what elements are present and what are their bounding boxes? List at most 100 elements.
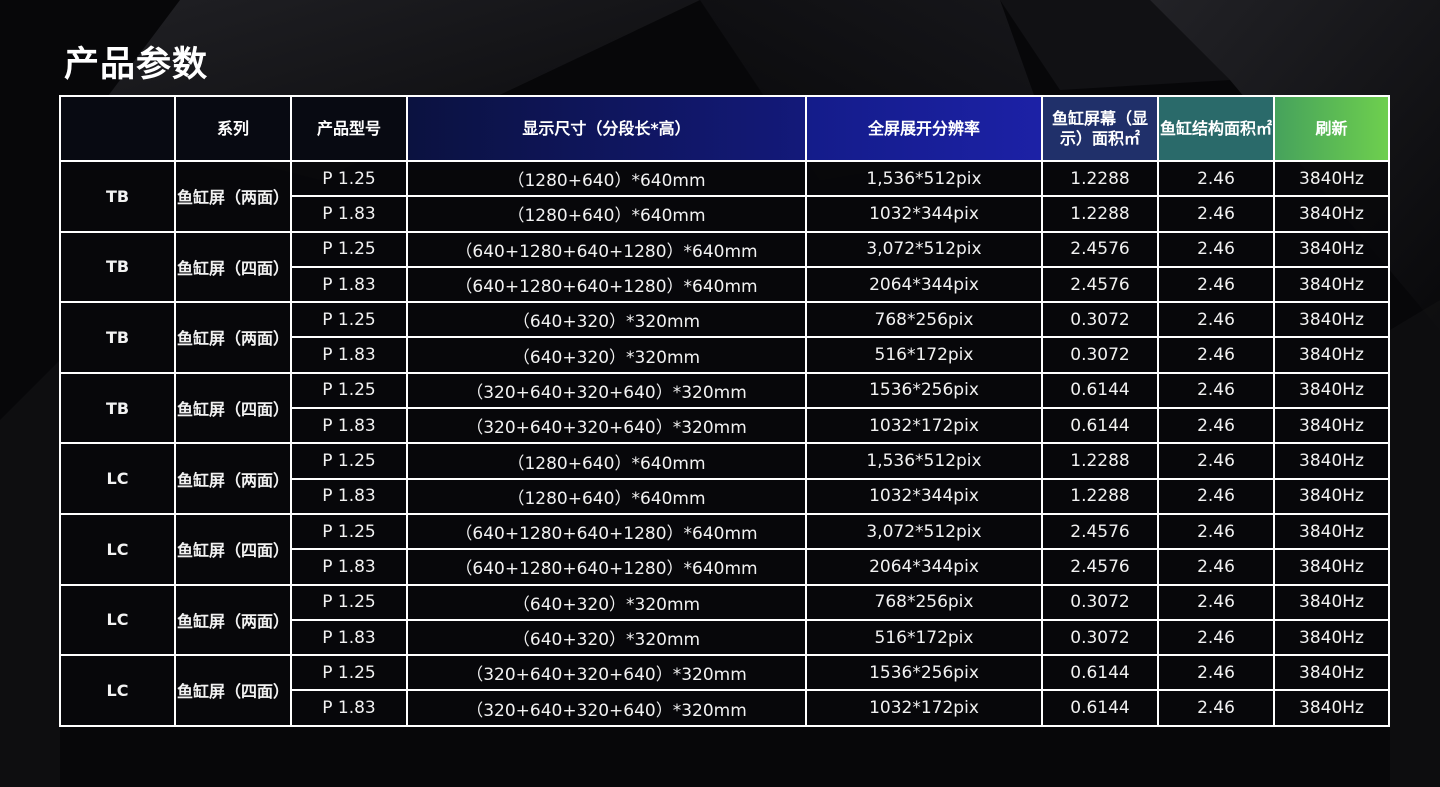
resolution-cell: 1,536*512pix	[805, 159, 1043, 198]
struct-area-cell: 2.46	[1157, 336, 1275, 374]
struct-area-cell: 2.46	[1157, 689, 1275, 727]
model-cell: P 1.83	[290, 407, 408, 445]
refresh-cell: 3840Hz	[1273, 654, 1390, 692]
table-row: TB 鱼缸屏（四面） P 1.25 （640+1280+640+1280）*640mm…	[59, 230, 1390, 304]
resolution-cell: 2064*344pix	[805, 265, 1043, 304]
series-cell: 鱼缸屏（两面）	[174, 583, 292, 657]
struct-area-cell: 2.46	[1157, 195, 1275, 233]
display-area-cell: 0.6144	[1041, 371, 1159, 410]
header-code	[59, 95, 176, 162]
table-body: TB 鱼缸屏（两面） P 1.25 （1280+640）*640mm 1,536*512…	[59, 159, 1390, 727]
struct-area-cell: 2.46	[1157, 618, 1275, 657]
refresh-cell: 3840Hz	[1273, 301, 1390, 339]
refresh-cell: 3840Hz	[1273, 477, 1390, 515]
model-cell: P 1.83	[290, 195, 408, 233]
table-row: LC 鱼缸屏（四面） P 1.25 （640+1280+640+1280）*640mm…	[59, 512, 1390, 586]
code-cell: TB	[59, 230, 176, 304]
series-cell: 鱼缸屏（四面）	[174, 654, 292, 727]
size-cell: （640+320）*320mm	[406, 583, 807, 621]
model-cell: P 1.83	[290, 477, 408, 515]
display-area-cell: 1.2288	[1041, 477, 1159, 515]
series-cell: 鱼缸屏（四面）	[174, 512, 292, 586]
series-cell: 鱼缸屏（两面）	[174, 160, 292, 233]
model-cell: P 1.83	[290, 689, 408, 727]
refresh-cell: 3840Hz	[1273, 195, 1390, 233]
resolution-cell: 516*172pix	[805, 618, 1043, 657]
display-area-cell: 0.6144	[1041, 689, 1159, 727]
code-cell: LC	[59, 512, 176, 586]
struct-area-cell: 2.46	[1157, 512, 1275, 551]
table-row: TB 鱼缸屏（两面） P 1.25 （640+320）*320mm 768*256pix…	[59, 301, 1390, 374]
refresh-cell: 3840Hz	[1273, 407, 1390, 445]
table-row: LC 鱼缸屏（两面） P 1.25 （640+320）*320mm 768*256pix…	[59, 583, 1390, 657]
header-size: 显示尺寸（分段长*高）	[406, 95, 807, 162]
header-refresh: 刷新	[1273, 95, 1390, 162]
model-cell: P 1.83	[290, 548, 408, 586]
refresh-cell: 3840Hz	[1273, 548, 1390, 586]
display-area-cell: 0.6144	[1041, 654, 1159, 692]
header-display-area: 鱼缸屏幕（显示）面积㎡	[1041, 95, 1159, 162]
series-cell: 鱼缸屏（四面）	[174, 230, 292, 304]
struct-area-cell: 2.46	[1157, 442, 1275, 480]
table-row: P 1.83 （320+640+320+640）*320mm 1032*172pix…	[60, 689, 1390, 727]
refresh-cell: 3840Hz	[1273, 583, 1390, 621]
display-area-cell: 1.2288	[1041, 195, 1159, 233]
model-cell: P 1.25	[290, 230, 408, 268]
size-cell: （640+1280+640+1280）*640mm	[406, 230, 807, 268]
code-cell: TB	[59, 160, 176, 233]
refresh-cell: 3840Hz	[1273, 512, 1390, 551]
resolution-cell: 1536*256pix	[805, 654, 1043, 692]
display-area-cell: 2.4576	[1041, 512, 1159, 551]
resolution-cell: 768*256pix	[805, 301, 1043, 339]
struct-area-cell: 2.46	[1157, 265, 1275, 304]
table-row: P 1.83 （1280+640）*640mm 1032*344pix 1.2288 2…	[60, 477, 1390, 515]
series-cell: 鱼缸屏（两面）	[174, 301, 292, 374]
refresh-cell: 3840Hz	[1273, 618, 1390, 657]
model-cell: P 1.83	[290, 265, 408, 304]
resolution-cell: 3,072*512pix	[805, 230, 1043, 268]
display-area-cell: 0.3072	[1041, 583, 1159, 621]
table-row: P 1.83 （640+1280+640+1280）*640mm 2064*344p…	[60, 265, 1390, 304]
header-row: 系列 产品型号 显示尺寸（分段长*高） 全屏展开分辨率 鱼缸屏幕（显示）面积㎡ …	[59, 95, 1390, 162]
refresh-cell: 3840Hz	[1273, 442, 1390, 480]
resolution-cell: 768*256pix	[805, 583, 1043, 621]
refresh-cell: 3840Hz	[1273, 265, 1390, 304]
model-cell: P 1.25	[290, 301, 408, 339]
struct-area-cell: 2.46	[1157, 159, 1275, 198]
display-area-cell: 0.3072	[1041, 336, 1159, 374]
table-row: P 1.83 （640+320）*320mm 516*172pix 0.3072 2.4…	[60, 618, 1390, 657]
size-cell: （640+320）*320mm	[406, 618, 807, 657]
size-cell: （320+640+320+640）*320mm	[406, 689, 807, 727]
display-area-cell: 0.3072	[1041, 301, 1159, 339]
model-cell: P 1.83	[290, 618, 408, 657]
struct-area-cell: 2.46	[1157, 301, 1275, 339]
resolution-cell: 1032*172pix	[805, 689, 1043, 727]
struct-area-cell: 2.46	[1157, 230, 1275, 268]
table-row: P 1.83 （640+1280+640+1280）*640mm 2064*344p…	[60, 548, 1390, 586]
table-row: TB 鱼缸屏（两面） P 1.25 （1280+640）*640mm 1,536*512…	[59, 159, 1390, 233]
size-cell: （320+640+320+640）*320mm	[406, 371, 807, 410]
table-row: LC 鱼缸屏（四面） P 1.25 （320+640+320+640）*320mm 15…	[59, 654, 1390, 727]
size-cell: （640+1280+640+1280）*640mm	[406, 548, 807, 586]
series-cell: 鱼缸屏（四面）	[174, 371, 292, 445]
display-area-cell: 1.2288	[1041, 159, 1159, 198]
model-cell: P 1.25	[290, 512, 408, 551]
size-cell: （640+1280+640+1280）*640mm	[406, 265, 807, 304]
size-cell: （1280+640）*640mm	[406, 195, 807, 233]
refresh-cell: 3840Hz	[1273, 371, 1390, 410]
size-cell: （1280+640）*640mm	[406, 442, 807, 480]
display-area-cell: 1.2288	[1041, 442, 1159, 480]
resolution-cell: 1536*256pix	[805, 371, 1043, 410]
spec-table: 系列 产品型号 显示尺寸（分段长*高） 全屏展开分辨率 鱼缸屏幕（显示）面积㎡ …	[59, 95, 1390, 727]
resolution-cell: 1,536*512pix	[805, 442, 1043, 480]
struct-area-cell: 2.46	[1157, 407, 1275, 445]
code-cell: LC	[59, 583, 176, 657]
resolution-cell: 3,072*512pix	[805, 512, 1043, 551]
struct-area-cell: 2.46	[1157, 583, 1275, 621]
header-struct-area: 鱼缸结构面积㎡	[1157, 95, 1275, 162]
resolution-cell: 2064*344pix	[805, 548, 1043, 586]
display-area-cell: 2.4576	[1041, 230, 1159, 268]
code-cell: LC	[59, 442, 176, 515]
code-cell: TB	[59, 301, 176, 374]
header-resolution: 全屏展开分辨率	[805, 95, 1043, 162]
